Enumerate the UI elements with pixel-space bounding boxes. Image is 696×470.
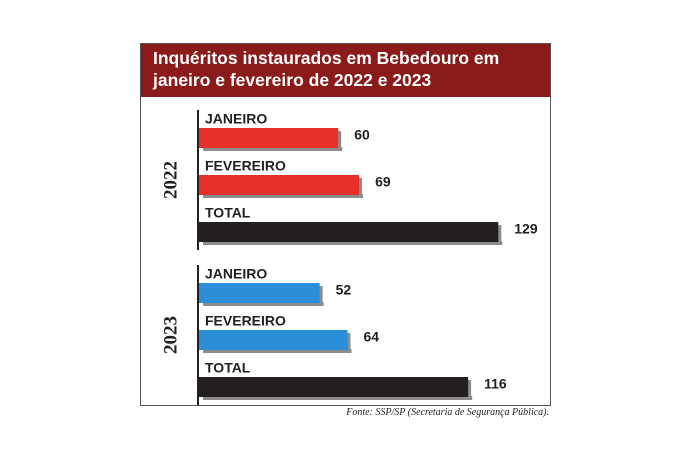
bar [199, 222, 499, 242]
bar [199, 128, 339, 148]
bar-category-label: FEVEREIRO [205, 313, 286, 329]
bar-category-label: JANEIRO [205, 266, 267, 282]
bar-shadow-side [467, 380, 472, 400]
bar-shadow [203, 194, 364, 198]
bar-category-label: JANEIRO [205, 111, 267, 127]
bar-shadow-side [346, 333, 351, 353]
chart-title-bar: Inquéritos instaurados em Bebedouro em j… [141, 44, 550, 97]
source-note: Fonte: SSP/SP (Secretaria de Segurança P… [346, 407, 549, 418]
bar-category-label: TOTAL [205, 360, 251, 376]
bar-shadow [203, 147, 343, 151]
bar-shadow [203, 396, 473, 400]
bar-value-label: 129 [514, 221, 538, 237]
bar-shadow [203, 241, 503, 245]
group-year-label: 2023 [160, 316, 181, 354]
bar-category-label: TOTAL [205, 205, 251, 221]
bar-value-label: 60 [354, 127, 370, 143]
chart-title-line-2: janeiro e fevereiro de 2022 e 2023 [153, 70, 432, 90]
bar [199, 330, 348, 350]
chart-title-line-1: Inquéritos instaurados em Bebedouro em [153, 48, 500, 68]
bar-category-label: FEVEREIRO [205, 158, 286, 174]
bar-shadow-side [318, 286, 323, 306]
bar [199, 283, 320, 303]
bar-shadow [203, 302, 324, 306]
bar-value-label: 116 [484, 376, 507, 392]
bar-shadow [203, 349, 352, 353]
bar [199, 377, 469, 397]
bar-shadow-side [358, 178, 363, 198]
bar-shadow-side [497, 225, 502, 245]
bar-value-label: 52 [336, 282, 352, 298]
bar-shadow-side [337, 131, 342, 151]
bar-value-label: 69 [375, 174, 391, 190]
bar-value-label: 64 [363, 329, 379, 345]
bar [199, 175, 360, 195]
group-year-label: 2022 [160, 161, 181, 199]
